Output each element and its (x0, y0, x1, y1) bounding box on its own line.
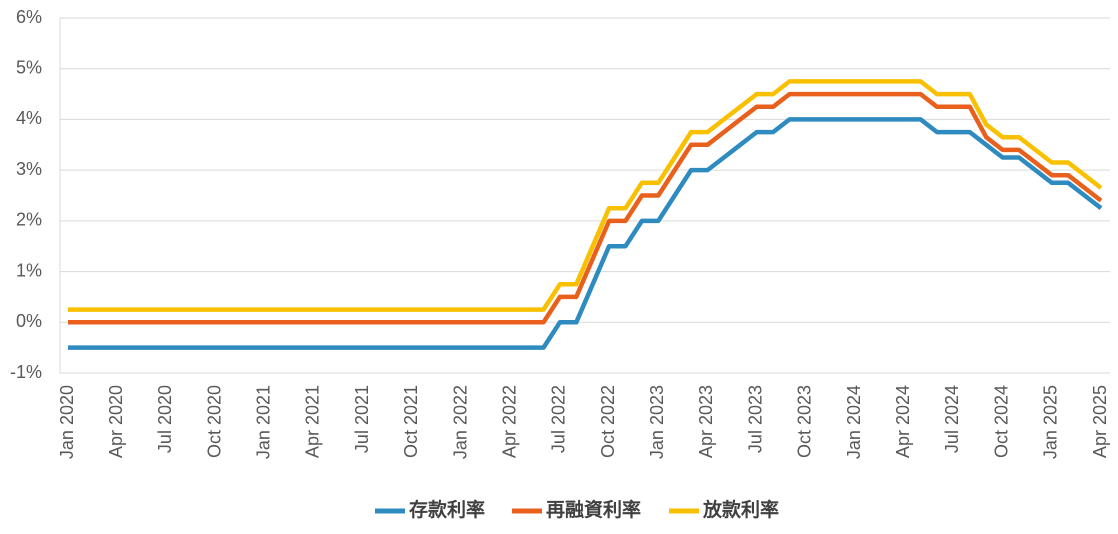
legend-label: 放款利率 (702, 498, 779, 521)
x-tick-label: Oct 2021 (401, 385, 421, 458)
y-tick-label: -1% (10, 362, 42, 382)
x-tick-label: Apr 2021 (303, 385, 323, 458)
series-line (68, 117, 1103, 350)
x-tick-label: Apr 2023 (696, 385, 716, 458)
x-tick-label: Apr 2022 (499, 385, 519, 458)
x-tick-label: Apr 2020 (106, 385, 126, 458)
x-tick-label: Jan 2025 (1041, 385, 1061, 459)
x-tick-label: Jan 2020 (57, 385, 77, 459)
series-line (68, 79, 1103, 312)
x-tick-label: Apr 2024 (893, 385, 913, 458)
y-tick-label: 6% (16, 7, 42, 27)
x-tick-label: Jul 2020 (155, 385, 175, 453)
y-tick-label: 5% (16, 57, 42, 77)
y-tick-label: 4% (16, 108, 42, 128)
x-tick-label: Jul 2021 (352, 385, 372, 453)
x-tick-label: Oct 2024 (991, 385, 1011, 458)
x-tick-label: Jan 2021 (254, 385, 274, 459)
x-tick-label: Oct 2020 (204, 385, 224, 458)
x-tick-label: Jan 2022 (450, 385, 470, 459)
y-tick-label: 2% (16, 210, 42, 230)
x-tick-label: Oct 2023 (795, 385, 815, 458)
y-tick-label: 3% (16, 159, 42, 179)
legend-label: 再融資利率 (546, 498, 641, 521)
legend: 存款利率 再融資利率 放款利率 (375, 498, 779, 521)
x-tick-label: Jul 2023 (745, 385, 765, 453)
x-tick-label: Jul 2024 (942, 385, 962, 453)
y-tick-label: 0% (16, 311, 42, 331)
legend-label: 存款利率 (409, 498, 485, 521)
x-tick-label: Jan 2024 (844, 385, 864, 459)
x-tick-label: Oct 2022 (598, 385, 618, 458)
x-tick-label: Jul 2022 (549, 385, 569, 453)
x-tick-label: Jan 2023 (647, 385, 667, 459)
x-tick-label: Apr 2025 (1090, 385, 1110, 458)
series-line (68, 91, 1103, 325)
y-tick-label: 1% (16, 260, 42, 280)
